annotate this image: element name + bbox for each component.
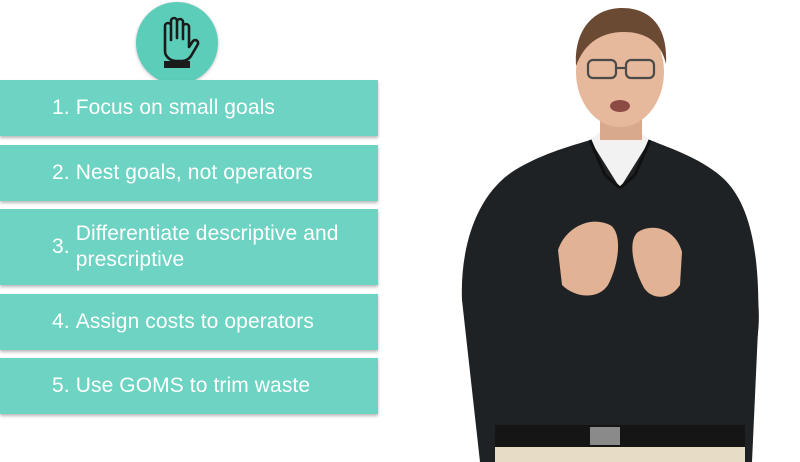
item-text: Nest goals, not operators (75, 161, 313, 184)
presenter-right-arm (660, 258, 759, 387)
item-text: Use GOMS to trim waste (75, 374, 311, 397)
presenter-left-hand (558, 221, 619, 296)
item-number: 1. (52, 96, 70, 119)
item-text: Focus on small goals (75, 96, 275, 119)
list-item: 5. Use GOMS to trim waste (0, 358, 378, 414)
hand-badge (136, 2, 218, 84)
presenter-figure (461, 8, 759, 462)
item-number: 3. (52, 235, 70, 258)
item-number: 2. (52, 161, 70, 184)
presenter-shirt (461, 140, 759, 462)
item-text: Assign costs to operators (75, 310, 314, 333)
presenter-glasses (586, 58, 656, 80)
raised-hand-icon (163, 16, 200, 68)
item-number: 5. (52, 374, 70, 397)
item-text: Differentiate descriptive and prescripti… (75, 222, 339, 271)
item-number: 4. (52, 310, 70, 333)
list-item: 2. Nest goals, not operators (0, 145, 378, 201)
list-item: 4. Assign costs to operators (0, 294, 378, 350)
presenter-face (576, 17, 664, 127)
presenter-right-hand (632, 227, 682, 297)
presenter-left-arm (469, 255, 580, 387)
presenter-collar (590, 132, 650, 188)
list-item: 3. Differentiate descriptive and prescri… (0, 209, 378, 285)
list-item: 1. Focus on small goals (0, 80, 378, 136)
presenter-hair (575, 8, 667, 66)
